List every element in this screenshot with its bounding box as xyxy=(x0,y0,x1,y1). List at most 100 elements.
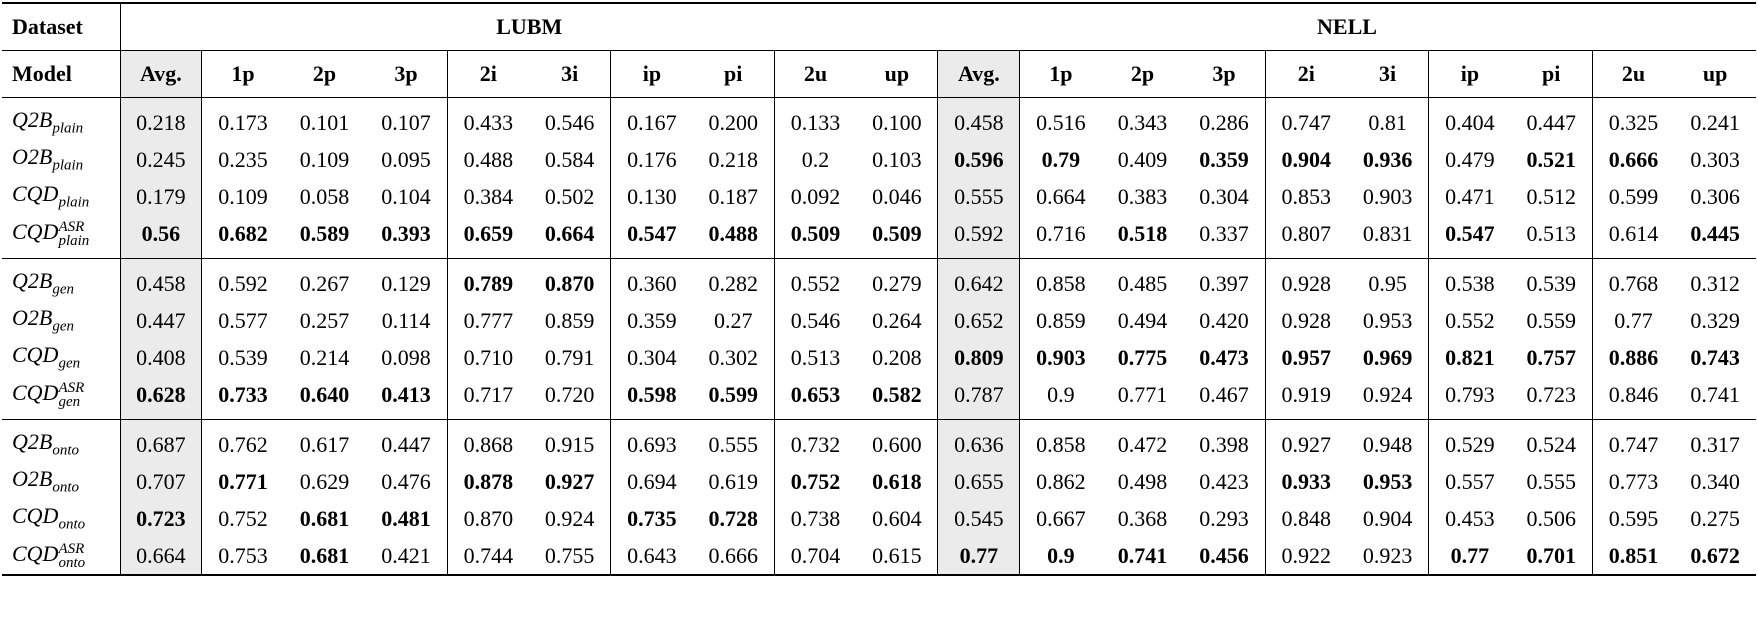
script-stack: ASR onto xyxy=(58,541,85,570)
model-name: O2B xyxy=(12,144,53,170)
value-cell: 0.720 xyxy=(528,376,611,420)
value-cell: 0.552 xyxy=(773,258,857,302)
value-cell: 0.596 xyxy=(937,141,1020,178)
value-cell: 0.716 xyxy=(1019,215,1102,259)
value-cell: 0.114 xyxy=(381,307,431,333)
value-cell: 0.398 xyxy=(1199,431,1249,457)
value-cell: 0.870 xyxy=(446,500,529,537)
value-cell: 0.359 xyxy=(1199,146,1249,172)
value-cell: 0.257 xyxy=(299,307,350,333)
value-cell: 0.343 xyxy=(1117,109,1168,135)
column-header: ip xyxy=(1428,50,1511,98)
value-cell: 0.498 xyxy=(1117,468,1168,494)
value-cell: 0.664 xyxy=(528,215,611,259)
dataset-header: LUBM xyxy=(120,2,938,51)
model-sub: plain xyxy=(58,194,90,211)
value-cell: 0.404 xyxy=(1428,97,1511,141)
value-cell: 0.95 xyxy=(1368,270,1407,296)
value-cell: 0.595 xyxy=(1591,500,1675,537)
data-row: O2Bgen 0.447 0.577 0.257 0.114 0.777 0.859 0.35… xyxy=(2,302,1756,339)
value-cell: 0.304 xyxy=(1199,183,1249,209)
value-cell: 0.458 xyxy=(119,258,202,302)
value-cell: 0.923 xyxy=(1346,537,1429,576)
value-cell: 0.306 xyxy=(1690,183,1740,209)
value-cell: 0.100 xyxy=(872,109,922,135)
value-cell: 0.664 xyxy=(1019,178,1102,215)
data-row: Q2Bplain 0.218 0.173 0.101 0.107 0.433 0.546 0.… xyxy=(2,97,1756,141)
value-cell: 0.600 xyxy=(872,431,922,457)
value-cell: 0.103 xyxy=(872,146,922,172)
value-cell: 0.509 xyxy=(773,215,857,259)
value-cell: 0.617 xyxy=(299,431,350,457)
column-header: 3p xyxy=(365,50,448,98)
value-cell: 0.846 xyxy=(1591,376,1675,420)
value-cell: 0.513 xyxy=(773,339,857,376)
value-cell: 0.130 xyxy=(610,178,693,215)
value-cell: 0.599 xyxy=(692,376,775,420)
value-cell: 0.458 xyxy=(937,97,1020,141)
value-cell: 0.775 xyxy=(1117,344,1168,370)
value-cell: 0.104 xyxy=(381,183,431,209)
data-row: CQDplain 0.179 0.109 0.058 0.104 0.384 0.502 0.… xyxy=(2,178,1756,215)
value-cell: 0.329 xyxy=(1690,307,1740,333)
value-cell: 0.506 xyxy=(1526,505,1576,531)
value-cell: 0.524 xyxy=(1526,431,1576,457)
model-cell: O2Bgen xyxy=(2,302,120,339)
value-cell: 0.773 xyxy=(1591,463,1675,500)
value-cell: 0.599 xyxy=(1591,178,1675,215)
value-cell: 0.539 xyxy=(1526,270,1576,296)
value-cell: 0.529 xyxy=(1428,419,1511,463)
column-header: 2u xyxy=(1591,50,1675,98)
value-cell: 0.858 xyxy=(1019,258,1102,302)
value-cell: 0.513 xyxy=(1510,215,1593,259)
value-cell: 0.433 xyxy=(446,97,529,141)
model-name: Q2B xyxy=(12,429,53,455)
value-cell: 0.494 xyxy=(1117,307,1168,333)
column-header: 2i xyxy=(1264,50,1347,98)
value-cell: 0.179 xyxy=(119,178,202,215)
value-cell: 0.173 xyxy=(201,97,284,141)
value-cell: 0.928 xyxy=(1264,258,1347,302)
column-header: 2i xyxy=(446,50,529,98)
value-cell: 0.453 xyxy=(1428,500,1511,537)
results-table: Dataset LUBM NELL Model Avg. 1p 2p 3p 2i 3i ip pi 2u… xyxy=(2,2,1756,576)
value-cell: 0.133 xyxy=(773,97,857,141)
value-cell: 0.957 xyxy=(1264,339,1347,376)
value-cell: 0.337 xyxy=(1183,215,1266,259)
value-cell: 0.615 xyxy=(856,537,938,576)
value-cell: 0.293 xyxy=(1199,505,1249,531)
value-cell: 0.303 xyxy=(1690,146,1740,172)
data-row: CQDgen 0.408 0.539 0.214 0.098 0.710 0.791 0.30… xyxy=(2,339,1756,376)
value-cell: 0.753 xyxy=(201,537,284,576)
value-cell: 0.77 xyxy=(937,537,1020,576)
value-cell: 0.735 xyxy=(610,500,693,537)
value-cell: 0.904 xyxy=(1362,505,1413,531)
model-name: CQD xyxy=(12,541,59,567)
value-cell: 0.325 xyxy=(1591,97,1675,141)
value-cell: 0.095 xyxy=(381,146,431,172)
value-cell: 0.643 xyxy=(610,537,693,576)
value-cell: 0.584 xyxy=(544,146,595,172)
header-row: Dataset LUBM NELL xyxy=(2,2,1756,51)
value-cell: 0.476 xyxy=(381,468,431,494)
value-cell: 0.618 xyxy=(872,468,922,494)
model-name: Q2B xyxy=(12,107,53,133)
value-cell: 0.728 xyxy=(708,505,758,531)
value-cell: 0.340 xyxy=(1690,468,1740,494)
value-cell: 0.383 xyxy=(1117,183,1168,209)
value-cell: 0.717 xyxy=(446,376,529,420)
value-cell: 0.488 xyxy=(446,141,529,178)
value-cell: 0.903 xyxy=(1362,183,1413,209)
value-cell: 0.408 xyxy=(119,339,202,376)
value-cell: 0.636 xyxy=(937,419,1020,463)
value-cell: 0.904 xyxy=(1264,141,1347,178)
value-cell: 0.473 xyxy=(1199,344,1249,370)
value-cell: 0.56 xyxy=(119,215,202,259)
value-cell: 0.681 xyxy=(283,537,366,576)
value-cell: 0.762 xyxy=(201,419,284,463)
value-cell: 0.547 xyxy=(1428,215,1511,259)
value-cell: 0.789 xyxy=(446,258,529,302)
value-cell: 0.659 xyxy=(446,215,529,259)
column-header: 3i xyxy=(528,50,611,98)
value-cell: 0.682 xyxy=(201,215,284,259)
